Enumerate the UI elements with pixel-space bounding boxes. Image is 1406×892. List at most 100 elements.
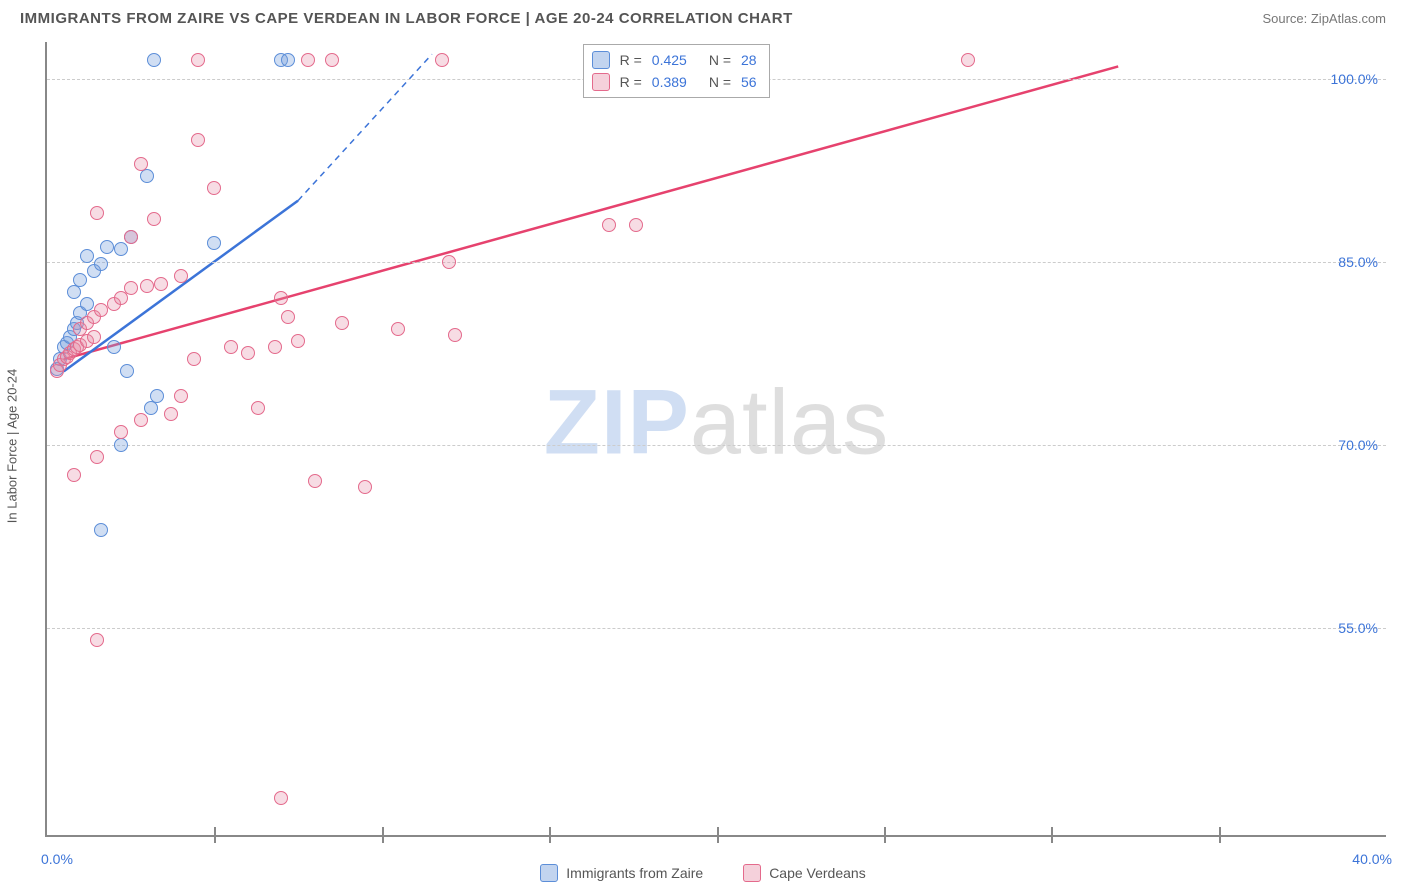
scatter-point xyxy=(291,334,305,348)
x-tick-inner xyxy=(1219,827,1221,835)
bottom-legend: Immigrants from Zaire Cape Verdeans xyxy=(0,864,1406,882)
y-axis-label: In Labor Force | Age 20-24 xyxy=(5,369,20,523)
scatter-point xyxy=(114,438,128,452)
scatter-point xyxy=(241,346,255,360)
scatter-point xyxy=(602,218,616,232)
scatter-point xyxy=(134,413,148,427)
scatter-point xyxy=(207,181,221,195)
scatter-point xyxy=(281,310,295,324)
legend-swatch-capeverdean xyxy=(743,864,761,882)
scatter-point xyxy=(100,240,114,254)
trend-lines xyxy=(47,42,1386,835)
legend-swatch xyxy=(592,51,610,69)
scatter-point xyxy=(94,257,108,271)
correlation-legend: R = 0.425 N = 28 R = 0.389 N = 56 xyxy=(583,44,770,98)
gridline xyxy=(47,445,1386,446)
scatter-point xyxy=(114,242,128,256)
n-label: N = xyxy=(709,49,731,71)
legend-label-capeverdean: Cape Verdeans xyxy=(769,865,866,881)
chart-title: IMMIGRANTS FROM ZAIRE VS CAPE VERDEAN IN… xyxy=(20,10,793,27)
watermark-atlas: atlas xyxy=(690,371,889,473)
x-tick-inner xyxy=(214,827,216,835)
scatter-point xyxy=(87,330,101,344)
n-value: 56 xyxy=(741,71,757,93)
x-tick-inner xyxy=(382,827,384,835)
scatter-point xyxy=(358,480,372,494)
n-label: N = xyxy=(709,71,731,93)
scatter-point xyxy=(187,352,201,366)
scatter-point xyxy=(94,303,108,317)
scatter-point xyxy=(191,133,205,147)
scatter-point xyxy=(73,273,87,287)
r-label: R = xyxy=(620,71,642,93)
r-label: R = xyxy=(620,49,642,71)
scatter-point xyxy=(147,53,161,67)
scatter-point xyxy=(301,53,315,67)
scatter-point xyxy=(191,53,205,67)
scatter-point xyxy=(391,322,405,336)
legend-row: R = 0.425 N = 28 xyxy=(592,49,757,71)
y-tick-label: 85.0% xyxy=(1338,254,1378,270)
scatter-point xyxy=(274,291,288,305)
scatter-point xyxy=(124,230,138,244)
scatter-point xyxy=(448,328,462,342)
x-tick xyxy=(382,835,384,843)
x-tick-inner xyxy=(1051,827,1053,835)
scatter-point xyxy=(435,53,449,67)
scatter-point xyxy=(150,389,164,403)
x-tick-inner xyxy=(884,827,886,835)
y-tick-label: 100.0% xyxy=(1331,71,1378,87)
scatter-point xyxy=(174,389,188,403)
scatter-point xyxy=(274,791,288,805)
scatter-point xyxy=(94,523,108,537)
x-tick xyxy=(717,835,719,843)
scatter-point xyxy=(281,53,295,67)
r-value: 0.425 xyxy=(652,49,687,71)
n-value: 28 xyxy=(741,49,757,71)
y-tick-label: 55.0% xyxy=(1338,620,1378,636)
legend-row: R = 0.389 N = 56 xyxy=(592,71,757,93)
scatter-chart: ZIPatlas 55.0%70.0%85.0%100.0%0.0%40.0% … xyxy=(45,42,1386,837)
scatter-point xyxy=(164,407,178,421)
scatter-point xyxy=(114,425,128,439)
scatter-point xyxy=(268,340,282,354)
scatter-point xyxy=(174,269,188,283)
scatter-point xyxy=(107,340,121,354)
scatter-point xyxy=(308,474,322,488)
scatter-point xyxy=(224,340,238,354)
x-tick xyxy=(549,835,551,843)
scatter-point xyxy=(442,255,456,269)
scatter-point xyxy=(80,249,94,263)
x-tick xyxy=(214,835,216,843)
scatter-point xyxy=(90,450,104,464)
legend-swatch xyxy=(592,73,610,91)
scatter-point xyxy=(207,236,221,250)
legend-item-zaire: Immigrants from Zaire xyxy=(540,864,703,882)
x-tick-inner xyxy=(549,827,551,835)
legend-item-capeverdean: Cape Verdeans xyxy=(743,864,866,882)
x-tick-inner xyxy=(717,827,719,835)
scatter-point xyxy=(325,53,339,67)
legend-swatch-zaire xyxy=(540,864,558,882)
scatter-point xyxy=(140,279,154,293)
scatter-point xyxy=(90,633,104,647)
watermark-zip: ZIP xyxy=(544,371,690,473)
gridline xyxy=(47,262,1386,263)
scatter-point xyxy=(120,364,134,378)
scatter-point xyxy=(335,316,349,330)
legend-label-zaire: Immigrants from Zaire xyxy=(566,865,703,881)
scatter-point xyxy=(140,169,154,183)
scatter-point xyxy=(251,401,265,415)
scatter-point xyxy=(134,157,148,171)
scatter-point xyxy=(67,285,81,299)
scatter-point xyxy=(154,277,168,291)
watermark: ZIPatlas xyxy=(544,370,889,475)
scatter-point xyxy=(124,281,138,295)
scatter-point xyxy=(629,218,643,232)
x-tick xyxy=(884,835,886,843)
scatter-point xyxy=(90,206,104,220)
source-label: Source: ZipAtlas.com xyxy=(1262,11,1386,26)
y-tick-label: 70.0% xyxy=(1338,437,1378,453)
r-value: 0.389 xyxy=(652,71,687,93)
scatter-point xyxy=(147,212,161,226)
